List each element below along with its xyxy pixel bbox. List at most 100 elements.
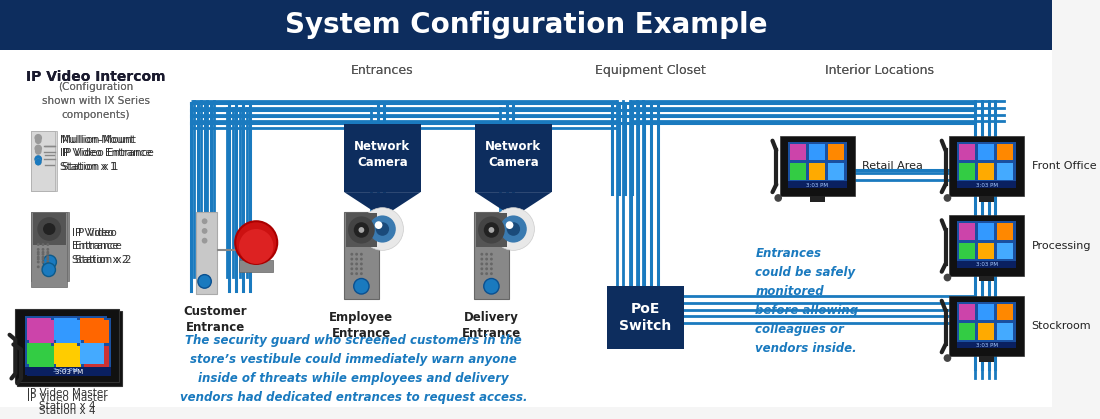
Bar: [0, 0, 1052, 50]
Circle shape: [46, 261, 50, 264]
Circle shape: [360, 262, 363, 265]
Text: IP Video
Entrance
Station x 2: IP Video Entrance Station x 2: [72, 228, 129, 265]
Text: IP Video Intercom: IP Video Intercom: [26, 70, 165, 84]
Circle shape: [351, 253, 353, 256]
Circle shape: [485, 258, 488, 261]
Circle shape: [34, 155, 42, 163]
Text: System Configuration Example: System Configuration Example: [285, 11, 767, 39]
Circle shape: [485, 272, 488, 275]
Circle shape: [484, 222, 499, 238]
Circle shape: [500, 215, 527, 243]
Bar: [80, 343, 104, 364]
Bar: [998, 144, 1013, 160]
Circle shape: [506, 221, 514, 229]
Text: IP Video Intercom: IP Video Intercom: [26, 70, 165, 84]
Text: 3:03 PM: 3:03 PM: [806, 183, 828, 188]
Bar: [25, 316, 107, 371]
Text: IP Video Master
Station x 4: IP Video Master Station x 4: [26, 388, 107, 411]
Bar: [475, 124, 551, 192]
Circle shape: [34, 155, 42, 163]
Bar: [808, 144, 825, 160]
Text: Stockroom: Stockroom: [1032, 321, 1091, 331]
Bar: [998, 304, 1013, 320]
Circle shape: [351, 267, 353, 270]
Circle shape: [507, 222, 520, 236]
Text: The security guard who screened customers in the
store’s vestibule could immedia: The security guard who screened customer…: [180, 334, 528, 404]
Circle shape: [360, 253, 363, 256]
Circle shape: [46, 253, 50, 256]
Circle shape: [478, 216, 505, 243]
Circle shape: [355, 262, 358, 265]
Bar: [346, 213, 376, 248]
Bar: [957, 341, 1016, 348]
Bar: [56, 320, 81, 343]
Bar: [957, 181, 1016, 188]
Circle shape: [485, 253, 488, 256]
Circle shape: [201, 228, 208, 234]
Bar: [54, 343, 77, 364]
Bar: [790, 144, 806, 160]
Circle shape: [493, 208, 535, 250]
Circle shape: [490, 258, 493, 261]
Circle shape: [37, 217, 60, 241]
Bar: [29, 320, 54, 343]
Text: Delivery
Entrance: Delivery Entrance: [462, 310, 521, 339]
Circle shape: [34, 134, 42, 142]
Circle shape: [485, 262, 488, 265]
Text: Network
Camera: Network Camera: [485, 140, 541, 169]
Circle shape: [485, 267, 488, 270]
Circle shape: [36, 251, 40, 254]
Circle shape: [35, 148, 42, 155]
Bar: [978, 223, 994, 240]
Circle shape: [42, 243, 44, 246]
Circle shape: [36, 253, 40, 256]
Bar: [957, 302, 1016, 344]
Bar: [978, 163, 994, 179]
Bar: [26, 343, 51, 364]
Text: PoE
Switch: PoE Switch: [619, 302, 671, 333]
Circle shape: [481, 253, 483, 256]
Circle shape: [481, 258, 483, 261]
Bar: [978, 304, 994, 320]
Bar: [196, 212, 217, 294]
Bar: [998, 163, 1013, 179]
Bar: [790, 163, 806, 179]
Text: (Configuration
shown with IX Series
components): (Configuration shown with IX Series comp…: [42, 83, 150, 121]
Bar: [959, 323, 976, 340]
Circle shape: [484, 279, 499, 294]
Bar: [957, 221, 1016, 264]
Circle shape: [239, 229, 274, 264]
Circle shape: [354, 222, 368, 238]
Bar: [828, 144, 844, 160]
Polygon shape: [344, 192, 420, 217]
Circle shape: [490, 267, 493, 270]
Text: Entrances: Entrances: [351, 64, 414, 77]
Circle shape: [351, 258, 353, 261]
Circle shape: [359, 227, 364, 233]
Circle shape: [198, 274, 211, 288]
Text: Front Office: Front Office: [1032, 161, 1097, 171]
Circle shape: [488, 227, 494, 233]
Circle shape: [235, 221, 277, 264]
Text: Customer
Entrance: Customer Entrance: [184, 305, 246, 334]
Bar: [979, 196, 994, 202]
Bar: [978, 144, 994, 160]
Bar: [29, 347, 54, 369]
Bar: [0, 50, 1052, 406]
Circle shape: [362, 208, 404, 250]
Bar: [607, 286, 683, 349]
Circle shape: [201, 218, 208, 224]
Circle shape: [355, 258, 358, 261]
Circle shape: [490, 272, 493, 275]
Circle shape: [42, 253, 44, 256]
Text: 3:03 PM: 3:03 PM: [976, 262, 998, 267]
Circle shape: [43, 255, 56, 269]
Text: Retail Area: Retail Area: [862, 161, 923, 171]
Bar: [998, 323, 1013, 340]
Circle shape: [46, 258, 50, 261]
Bar: [84, 320, 109, 343]
Circle shape: [36, 256, 40, 259]
Text: Entrances
could be safely
monitored
before allowing
colleagues or
vendors inside: Entrances could be safely monitored befo…: [756, 248, 858, 355]
Bar: [828, 163, 844, 179]
Bar: [978, 243, 994, 259]
